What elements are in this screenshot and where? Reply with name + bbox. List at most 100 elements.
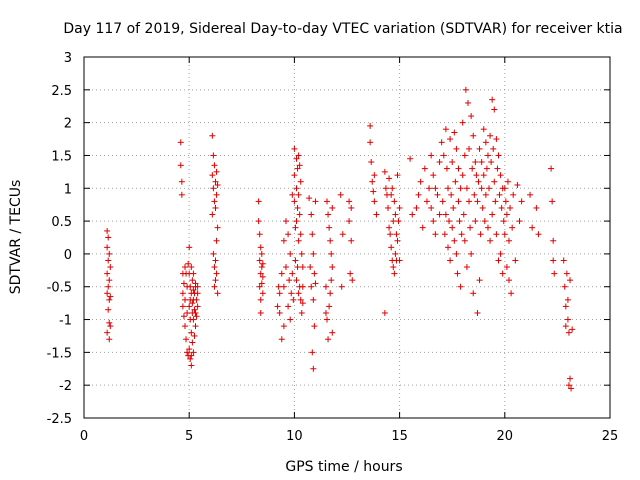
data-point bbox=[560, 257, 567, 264]
data-point bbox=[179, 290, 186, 297]
data-point bbox=[407, 155, 414, 162]
data-point bbox=[444, 244, 451, 251]
data-point bbox=[434, 191, 441, 198]
data-point bbox=[184, 349, 191, 356]
data-point bbox=[210, 152, 217, 159]
data-point bbox=[436, 159, 443, 166]
data-point bbox=[211, 264, 218, 271]
data-point bbox=[191, 306, 198, 313]
data-point bbox=[392, 211, 399, 218]
data-point bbox=[289, 191, 296, 198]
data-point bbox=[381, 168, 388, 175]
data-point bbox=[503, 211, 510, 218]
data-point bbox=[349, 277, 356, 284]
data-point bbox=[329, 264, 336, 271]
data-point bbox=[190, 287, 197, 294]
data-point bbox=[296, 162, 303, 169]
data-point bbox=[498, 204, 505, 211]
data-point bbox=[187, 283, 194, 290]
data-point bbox=[450, 204, 457, 211]
data-point bbox=[390, 264, 397, 271]
data-point bbox=[286, 277, 293, 284]
data-point bbox=[348, 204, 355, 211]
data-point bbox=[322, 309, 329, 316]
data-point bbox=[104, 290, 111, 297]
data-point bbox=[193, 313, 200, 320]
data-point bbox=[551, 270, 558, 277]
data-point bbox=[463, 264, 470, 271]
data-point bbox=[210, 250, 217, 257]
data-point bbox=[393, 231, 400, 238]
y-tick-label: 0 bbox=[64, 248, 72, 263]
x-tick-label: 10 bbox=[286, 429, 303, 444]
data-point bbox=[368, 159, 375, 166]
data-point bbox=[293, 277, 300, 284]
data-point bbox=[481, 218, 488, 225]
data-point bbox=[339, 231, 346, 238]
data-point bbox=[488, 159, 495, 166]
data-point bbox=[453, 250, 460, 257]
data-point bbox=[492, 198, 499, 205]
data-point bbox=[211, 283, 218, 290]
data-point bbox=[194, 290, 201, 297]
data-point bbox=[509, 224, 516, 231]
data-point bbox=[394, 237, 401, 244]
data-point bbox=[186, 244, 193, 251]
data-point bbox=[512, 257, 519, 264]
data-point bbox=[104, 329, 111, 336]
data-point bbox=[423, 198, 430, 205]
data-point bbox=[510, 191, 517, 198]
x-axis-title: GPS time / hours bbox=[285, 459, 402, 475]
data-point bbox=[446, 218, 453, 225]
data-point bbox=[294, 204, 301, 211]
data-point bbox=[394, 172, 401, 179]
data-point bbox=[474, 198, 481, 205]
data-point bbox=[447, 136, 454, 143]
data-point bbox=[439, 198, 446, 205]
data-point bbox=[467, 224, 474, 231]
data-point bbox=[298, 309, 305, 316]
data-point bbox=[476, 277, 483, 284]
data-point bbox=[438, 139, 445, 146]
data-point bbox=[500, 218, 507, 225]
data-point bbox=[213, 191, 220, 198]
data-point bbox=[181, 264, 188, 271]
data-point bbox=[192, 280, 199, 287]
data-point bbox=[550, 257, 557, 264]
data-point bbox=[381, 309, 388, 316]
data-point bbox=[501, 231, 508, 238]
data-point bbox=[212, 277, 219, 284]
data-point bbox=[187, 355, 194, 362]
data-point bbox=[468, 250, 475, 257]
y-tick-label: 0.5 bbox=[51, 215, 72, 230]
data-point bbox=[292, 257, 299, 264]
y-tick-label: -2.5 bbox=[47, 412, 72, 427]
data-point bbox=[178, 191, 185, 198]
data-point bbox=[191, 332, 198, 339]
data-point bbox=[285, 231, 292, 238]
data-point bbox=[258, 280, 265, 287]
data-point bbox=[328, 250, 335, 257]
data-point bbox=[292, 224, 299, 231]
data-point bbox=[472, 159, 479, 166]
data-point bbox=[213, 270, 220, 277]
data-point bbox=[256, 257, 263, 264]
data-point bbox=[390, 218, 397, 225]
data-point bbox=[307, 264, 314, 271]
data-point bbox=[105, 306, 112, 313]
data-point bbox=[483, 165, 490, 172]
data-point bbox=[194, 283, 201, 290]
data-point bbox=[192, 323, 199, 330]
data-point bbox=[189, 339, 196, 346]
data-point bbox=[549, 198, 556, 205]
data-point bbox=[275, 283, 282, 290]
data-point bbox=[388, 244, 395, 251]
data-point bbox=[184, 309, 191, 316]
data-point bbox=[463, 185, 470, 192]
data-point bbox=[458, 231, 465, 238]
data-point bbox=[289, 270, 296, 277]
data-point bbox=[338, 283, 345, 290]
data-point bbox=[291, 145, 298, 152]
data-point bbox=[385, 204, 392, 211]
data-point bbox=[468, 113, 475, 120]
